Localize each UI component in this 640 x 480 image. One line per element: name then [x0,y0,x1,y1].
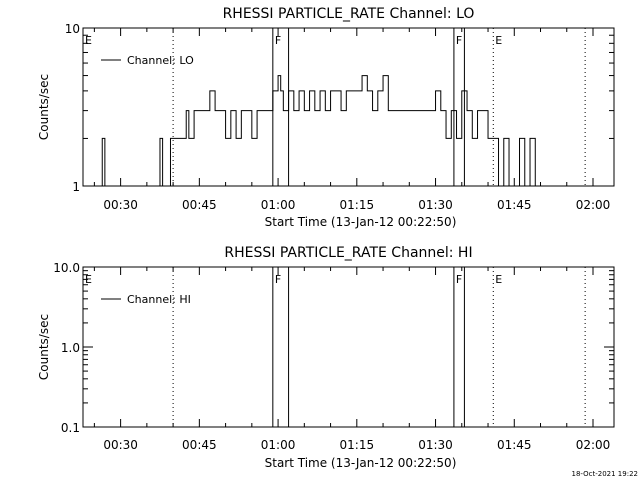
x-tick-label: 01:45 [497,438,532,452]
series-line-lo [99,75,541,187]
plot-frame [82,266,615,428]
x-tick-label: 01:45 [497,198,532,212]
x-tick-label: 01:15 [340,438,375,452]
x-tick-label: 02:00 [576,198,611,212]
chart-title: RHESSI PARTICLE_RATE Channel: HI [224,245,472,261]
x-tick-label: 00:30 [103,198,138,212]
y-tick-label: 1.0 [61,341,80,355]
legend-label: Channel: LO [127,54,194,67]
x-tick-label: 01:00 [261,438,296,452]
marker-label: F [456,273,462,286]
marker-label: E [495,273,502,286]
marker-label: F [456,34,462,47]
chart-panel-hi: RHESSI PARTICLE_RATE Channel: HI 00:30 00:… [37,245,615,470]
chart-panel-lo: RHESSI PARTICLE_RATE Channel: LO 00:30 00:… [37,6,615,229]
y-axis-label: Counts/sec [37,314,51,380]
x-tick-label: 02:00 [576,438,611,452]
x-tick-label: 01:15 [340,198,375,212]
x-axis-label: Start Time (13-Jan-12 00:22:50) [265,215,457,229]
x-tick-label: 00:45 [182,198,217,212]
x-axis-label: Start Time (13-Jan-12 00:22:50) [265,456,457,470]
y-tick-label: 0.1 [61,421,80,435]
x-tick-label: 00:45 [182,438,217,452]
x-tick-label: 01:00 [261,198,296,212]
y-tick-label: 10 [65,22,80,36]
y-axis-label: Counts/sec [37,74,51,140]
marker-label: E [85,273,92,286]
y-tick-label: 10.0 [53,261,80,275]
x-tick-label: 01:30 [418,198,453,212]
marker-label: E [85,34,92,47]
plot-frame [82,27,615,187]
chart-title: RHESSI PARTICLE_RATE Channel: LO [223,6,475,22]
y-tick-label: 1 [72,180,80,194]
footer-timestamp: 18-Oct-2021 19:22 [572,470,638,478]
marker-label: E [495,34,502,47]
x-tick-label: 01:30 [418,438,453,452]
marker-label: F [275,34,281,47]
legend-label: Channel: HI [127,293,191,306]
marker-label: F [275,273,281,286]
x-tick-label: 00:30 [103,438,138,452]
